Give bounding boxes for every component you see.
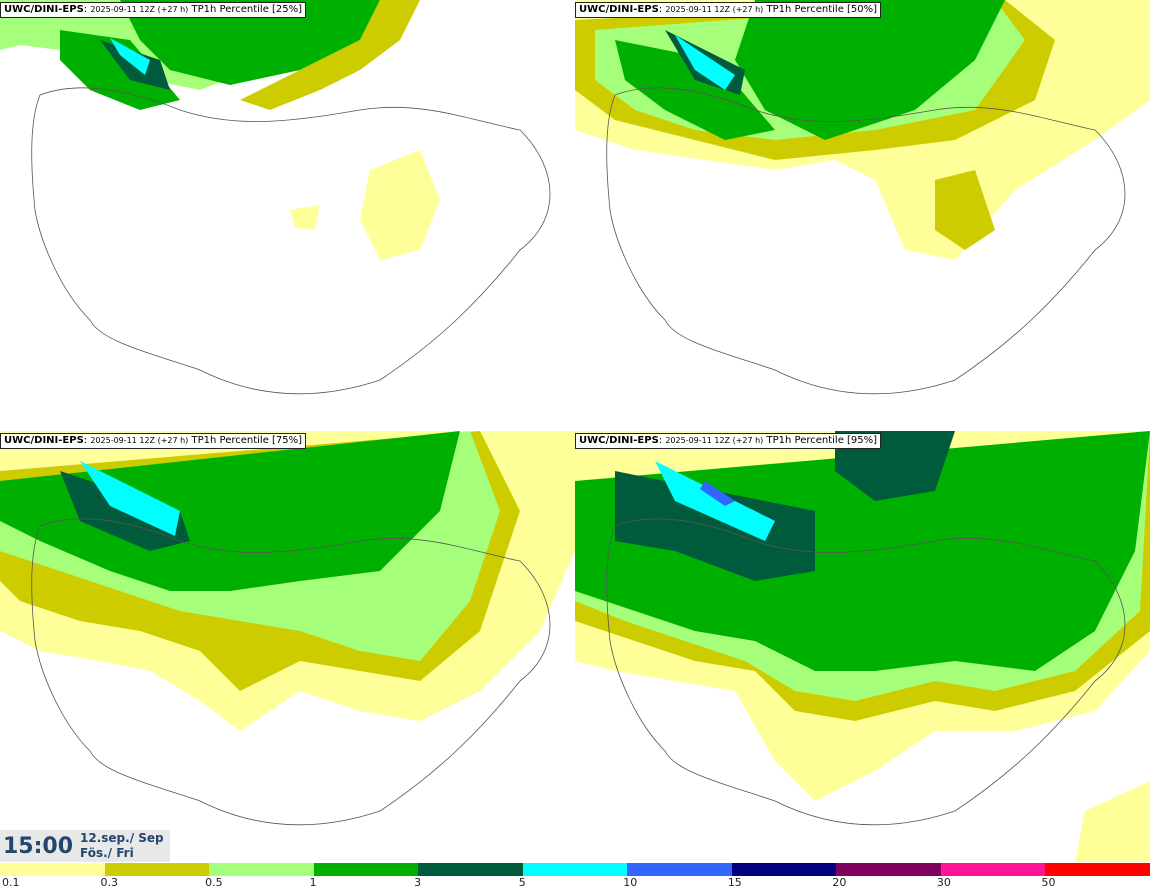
colorbar-segment — [836, 863, 941, 876]
map-panel-25: UWC/DINI-EPS: 2025-09-11 12Z (+27 h) TP1… — [0, 0, 575, 431]
colorbar-segment — [418, 863, 523, 876]
colorbar — [0, 863, 1150, 876]
precip-map-95 — [575, 431, 1150, 862]
panel-caption: UWC/DINI-EPS: 2025-09-11 12Z (+27 h) TP1… — [575, 433, 882, 449]
colorbar-tick-label: 0.5 — [205, 876, 223, 889]
map-panel-95: UWC/DINI-EPS: 2025-09-11 12Z (+27 h) TP1… — [575, 431, 1150, 862]
valid-time: 15:00 — [3, 834, 74, 859]
panel-caption: UWC/DINI-EPS: 2025-09-11 12Z (+27 h) TP1… — [575, 2, 882, 18]
map-panel-75: UWC/DINI-EPS: 2025-09-11 12Z (+27 h) TP1… — [0, 431, 575, 862]
field-title: TP1h Percentile [75%] — [191, 435, 303, 446]
panel-caption: UWC/DINI-EPS: 2025-09-11 12Z (+27 h) TP1… — [0, 433, 307, 449]
colorbar-tick-label: 20 — [832, 876, 847, 889]
colorbar-ticks: 0.1 0.3 0.5 1 3 5 10 15 20 30 50 — [0, 876, 1150, 891]
colorbar-segment — [627, 863, 732, 876]
precip-map-75 — [0, 431, 575, 826]
colorbar-segment — [731, 863, 837, 876]
colorbar-segment — [104, 863, 210, 876]
run-time: 2025-09-11 12Z (+27 h) — [90, 5, 189, 14]
valid-date: 12.sep./ Sep Fös./ Fri — [80, 831, 164, 861]
model-name: UWC/DINI-EPS — [579, 4, 659, 15]
colorbar-tick-label: 1 — [309, 876, 317, 889]
field-title: TP1h Percentile [25%] — [191, 4, 303, 15]
panel-caption: UWC/DINI-EPS: 2025-09-11 12Z (+27 h) TP1… — [0, 2, 307, 18]
valid-date-line1: 12.sep./ Sep — [80, 831, 164, 845]
model-name: UWC/DINI-EPS — [4, 4, 84, 15]
precip-map-25 — [0, 0, 551, 395]
colorbar-tick-label: 0.1 — [2, 876, 20, 889]
run-time: 2025-09-11 12Z (+27 h) — [665, 5, 764, 14]
colorbar-tick-label: 0.3 — [100, 876, 119, 889]
colorbar-segment — [1045, 863, 1150, 876]
model-name: UWC/DINI-EPS — [579, 435, 659, 446]
run-time: 2025-09-11 12Z (+27 h) — [665, 436, 764, 445]
colorbar-tick-label: 3 — [414, 876, 422, 889]
colorbar-tick-label: 5 — [518, 876, 526, 889]
model-name: UWC/DINI-EPS — [4, 435, 84, 446]
colorbar-segment — [313, 863, 419, 876]
precip-map-50 — [575, 0, 1150, 395]
run-time: 2025-09-11 12Z (+27 h) — [90, 436, 189, 445]
colorbar-segment — [209, 863, 314, 876]
colorbar-segment — [940, 863, 1046, 876]
field-title: TP1h Percentile [50%] — [766, 4, 878, 15]
map-panel-50: UWC/DINI-EPS: 2025-09-11 12Z (+27 h) TP1… — [575, 0, 1150, 431]
colorbar-tick-label: 30 — [936, 876, 951, 889]
valid-time-box: 15:00 12.sep./ Sep Fös./ Fri — [0, 830, 170, 862]
colorbar-tick-label: 50 — [1041, 876, 1056, 889]
valid-date-line2: Fös./ Fri — [80, 846, 134, 860]
colorbar-tick-label: 10 — [623, 876, 638, 889]
colorbar-segment — [522, 863, 628, 876]
colorbar-tick-label: 15 — [727, 876, 742, 889]
field-title: TP1h Percentile [95%] — [766, 435, 878, 446]
colorbar-segment — [0, 863, 105, 876]
